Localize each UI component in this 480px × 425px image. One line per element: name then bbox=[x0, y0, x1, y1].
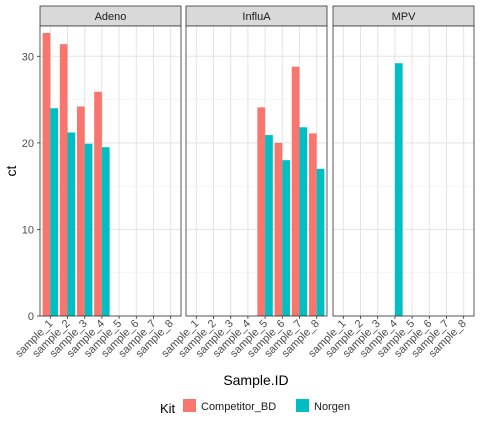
panel-border bbox=[185, 25, 328, 317]
facet-strip-label: Adeno bbox=[95, 11, 127, 23]
bar-competitor-bd-sample-3 bbox=[76, 106, 85, 316]
bar-competitor-bd-sample-7 bbox=[291, 66, 300, 316]
legend: Kit Competitor_BD Norgen bbox=[160, 399, 350, 416]
bar-norgen-sample-8 bbox=[316, 168, 325, 316]
bar-competitor-bd-sample-1 bbox=[42, 32, 51, 316]
legend-label-norgen: Norgen bbox=[314, 401, 350, 413]
panel-background bbox=[333, 26, 474, 316]
facet-panels: Adenosample_1sample_2sample_3sample_4sam… bbox=[13, 5, 475, 360]
bar-norgen-sample-5 bbox=[265, 135, 273, 316]
y-axis: 0 10 20 30 bbox=[22, 51, 40, 323]
bar-competitor-bd-sample-5 bbox=[257, 107, 266, 316]
bar-norgen-sample-4 bbox=[394, 63, 403, 317]
panel-border bbox=[39, 25, 182, 317]
facet-panel-influa: InfluAsample_1sample_2sample_3sample_4sa… bbox=[159, 5, 328, 360]
facet-strip-label: InfluA bbox=[242, 11, 271, 23]
bar-norgen-sample-2 bbox=[67, 132, 76, 316]
bar-competitor-bd-sample-6 bbox=[274, 142, 283, 316]
bar-competitor-bd-sample-2 bbox=[59, 44, 68, 316]
bar-norgen-sample-6 bbox=[282, 160, 291, 316]
y-tick-label: 0 bbox=[28, 311, 34, 323]
y-axis-title: ct bbox=[3, 165, 19, 176]
bar-competitor-bd-sample-4 bbox=[94, 91, 102, 316]
y-tick-label: 20 bbox=[22, 138, 34, 150]
legend-title: Kit bbox=[160, 401, 176, 416]
panel-border bbox=[332, 25, 475, 317]
legend-key-competitor-bd bbox=[183, 399, 196, 412]
bar-norgen-sample-7 bbox=[299, 127, 308, 316]
legend-label-competitor-bd: Competitor_BD bbox=[201, 401, 276, 413]
bar-norgen-sample-4 bbox=[101, 147, 110, 316]
y-tick-label: 30 bbox=[22, 51, 34, 63]
legend-key-norgen bbox=[296, 399, 309, 412]
bar-competitor-bd-sample-8 bbox=[308, 133, 317, 316]
facet-strip-label: MPV bbox=[392, 11, 417, 23]
facet-panel-adeno: Adenosample_1sample_2sample_3sample_4sam… bbox=[13, 5, 182, 360]
y-tick-label: 10 bbox=[22, 224, 34, 236]
x-axis-title: Sample.ID bbox=[223, 372, 288, 388]
bar-norgen-sample-1 bbox=[50, 108, 59, 317]
facet-panel-mpv: MPVsample_1sample_2sample_3sample_4sampl… bbox=[306, 5, 475, 360]
bar-norgen-sample-3 bbox=[84, 143, 93, 316]
